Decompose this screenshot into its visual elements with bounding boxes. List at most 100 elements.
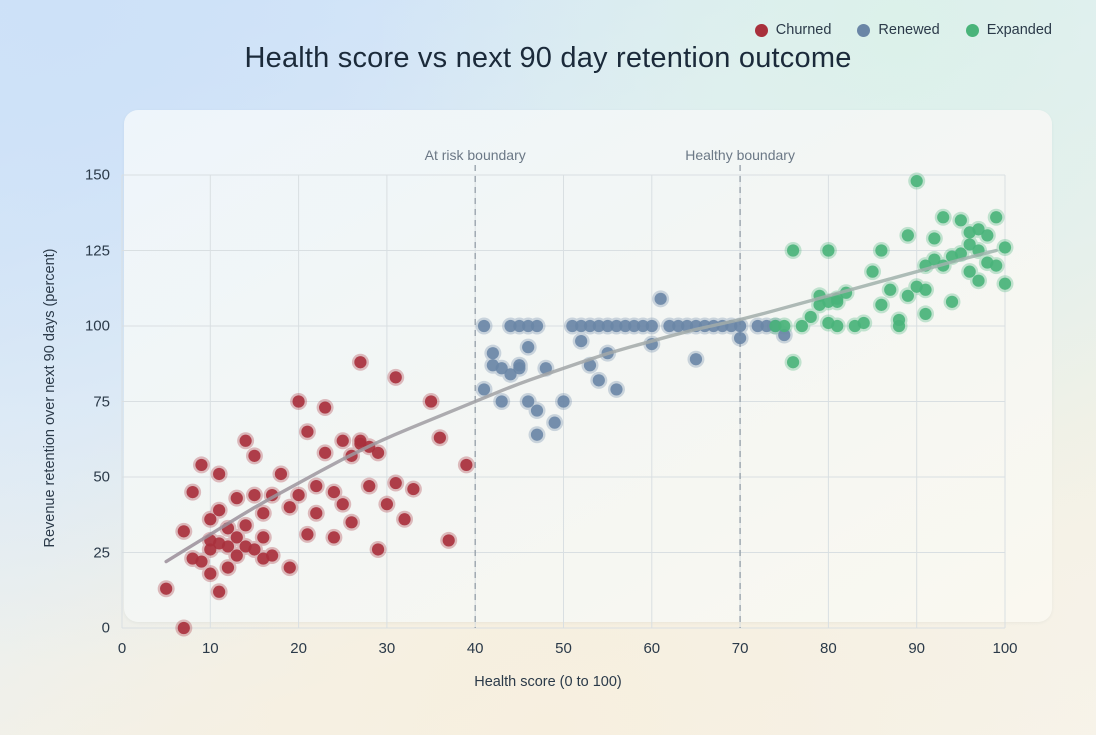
data-point: [380, 498, 393, 511]
data-point: [213, 585, 226, 598]
y-axis-title: Revenue retention over next 90 days (per…: [42, 248, 58, 548]
data-point: [522, 341, 535, 354]
x-tick-label: 0: [117, 640, 127, 657]
x-tick-label: 50: [555, 640, 572, 657]
data-point: [778, 328, 791, 342]
data-point: [354, 356, 367, 369]
data-point: [310, 479, 323, 493]
data-point: [610, 319, 623, 333]
legend-item-churned[interactable]: Churned: [754, 22, 832, 38]
x-tick-label: 40: [466, 640, 484, 657]
data-point: [601, 319, 614, 333]
data-point: [186, 486, 199, 499]
annotation-lines: [474, 165, 741, 628]
data-point: [681, 319, 694, 333]
data-point: [204, 543, 217, 556]
points-renewed: [477, 292, 791, 441]
x-tick-label: 20: [290, 640, 307, 657]
data-point: [981, 229, 994, 242]
data-point: [283, 501, 296, 514]
data-point: [592, 374, 605, 387]
data-point: [292, 395, 305, 408]
data-point: [363, 479, 376, 493]
data-point: [857, 316, 870, 330]
y-tick-label: 0: [101, 619, 110, 637]
data-point: [663, 319, 676, 333]
data-point: [530, 404, 544, 417]
data-point: [831, 295, 844, 308]
data-point: [998, 241, 1012, 254]
x-tick-label: 30: [378, 640, 396, 657]
data-point: [195, 458, 208, 472]
data-point: [248, 489, 261, 502]
data-point: [866, 265, 879, 278]
data-point: [460, 458, 473, 472]
data-point: [539, 362, 552, 375]
data-point: [972, 223, 985, 236]
y-tick-label: 25: [93, 544, 110, 561]
data-point: [822, 244, 835, 257]
data-point: [213, 467, 226, 481]
data-point: [486, 347, 499, 360]
data-point: [495, 395, 508, 408]
x-tick-label: 80: [820, 640, 837, 657]
data-point: [160, 582, 173, 595]
legend-dot-icon: [965, 23, 979, 37]
data-point: [919, 283, 932, 296]
data-point: [795, 319, 809, 333]
data-point: [495, 362, 508, 375]
data-point: [884, 283, 897, 296]
data-point: [248, 543, 261, 556]
data-point: [213, 504, 226, 517]
data-point: [901, 289, 914, 302]
data-point: [592, 319, 605, 333]
data-point: [928, 253, 941, 266]
data-point: [301, 425, 314, 438]
data-point: [530, 319, 544, 333]
data-point: [548, 416, 561, 429]
data-point: [239, 519, 252, 532]
data-point: [654, 292, 667, 305]
data-point: [389, 371, 402, 384]
data-point: [230, 492, 243, 505]
data-point: [274, 467, 288, 481]
data-point: [239, 434, 252, 447]
data-point: [327, 531, 341, 544]
data-point: [522, 319, 535, 333]
data-point: [769, 319, 782, 333]
x-axis-ticks: 0 10 20 30 40 50 60 70 80 90 100: [0, 640, 1096, 666]
data-point: [195, 555, 208, 568]
x-tick-label: 10: [201, 640, 219, 657]
points-glow-churned: [157, 353, 475, 637]
data-point: [504, 368, 517, 381]
data-point: [292, 489, 305, 502]
x-tick-label: 90: [908, 640, 926, 657]
data-point: [354, 434, 367, 447]
data-point: [751, 319, 764, 333]
data-point: [575, 319, 588, 333]
data-point: [257, 507, 270, 520]
data-point: [831, 319, 844, 333]
data-point: [734, 331, 747, 345]
legend-label: Churned: [775, 22, 832, 38]
data-point: [530, 428, 544, 441]
data-point: [513, 362, 526, 375]
data-point: [177, 525, 190, 538]
data-point: [336, 498, 349, 511]
data-point: [310, 507, 323, 520]
annotation-label: At risk boundary: [424, 147, 526, 163]
data-point: [672, 319, 685, 333]
data-point: [583, 319, 597, 333]
data-point: [398, 513, 411, 526]
data-point: [875, 244, 888, 257]
data-point: [636, 319, 650, 333]
data-point: [892, 313, 906, 327]
data-point: [689, 353, 703, 366]
legend-item-renewed[interactable]: Renewed: [857, 22, 940, 38]
data-point: [204, 513, 217, 526]
legend-item-expanded[interactable]: Expanded: [965, 22, 1052, 38]
legend-dot-icon: [857, 23, 871, 37]
data-point: [371, 543, 385, 556]
points-glow-expanded: [766, 172, 1014, 371]
